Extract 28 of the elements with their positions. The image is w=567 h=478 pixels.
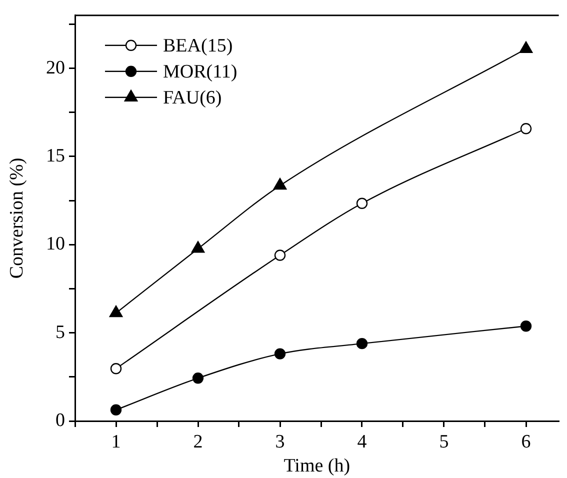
y-tick-label: 10 bbox=[46, 234, 65, 255]
x-tick-label: 5 bbox=[439, 431, 449, 452]
point bbox=[273, 178, 287, 190]
x-axis-title: Time (h) bbox=[284, 456, 350, 477]
y-tick-label: 15 bbox=[46, 145, 65, 166]
legend-label: FAU(6) bbox=[163, 87, 222, 108]
point bbox=[520, 320, 532, 332]
y-tick-label: 20 bbox=[46, 57, 65, 78]
point bbox=[274, 348, 286, 360]
x-tick-label: 6 bbox=[521, 431, 531, 452]
point bbox=[356, 338, 368, 350]
x-tick-label: 1 bbox=[111, 431, 121, 452]
point bbox=[191, 241, 205, 253]
point bbox=[110, 404, 122, 416]
point bbox=[274, 250, 286, 261]
y-axis-title: Conversion (%) bbox=[6, 158, 28, 279]
x-tick-label: 3 bbox=[275, 431, 285, 452]
x-tick-label: 4 bbox=[357, 431, 368, 452]
point bbox=[356, 198, 368, 209]
legend-label: MOR(11) bbox=[163, 61, 238, 82]
legend-label: BEA(15) bbox=[163, 35, 233, 56]
point bbox=[192, 372, 204, 384]
x-tick-label: 2 bbox=[193, 431, 203, 452]
point bbox=[519, 41, 533, 54]
point bbox=[520, 123, 532, 134]
y-tick-label: 5 bbox=[56, 322, 65, 343]
point bbox=[110, 363, 122, 374]
y-tick-label: 0 bbox=[56, 410, 65, 431]
